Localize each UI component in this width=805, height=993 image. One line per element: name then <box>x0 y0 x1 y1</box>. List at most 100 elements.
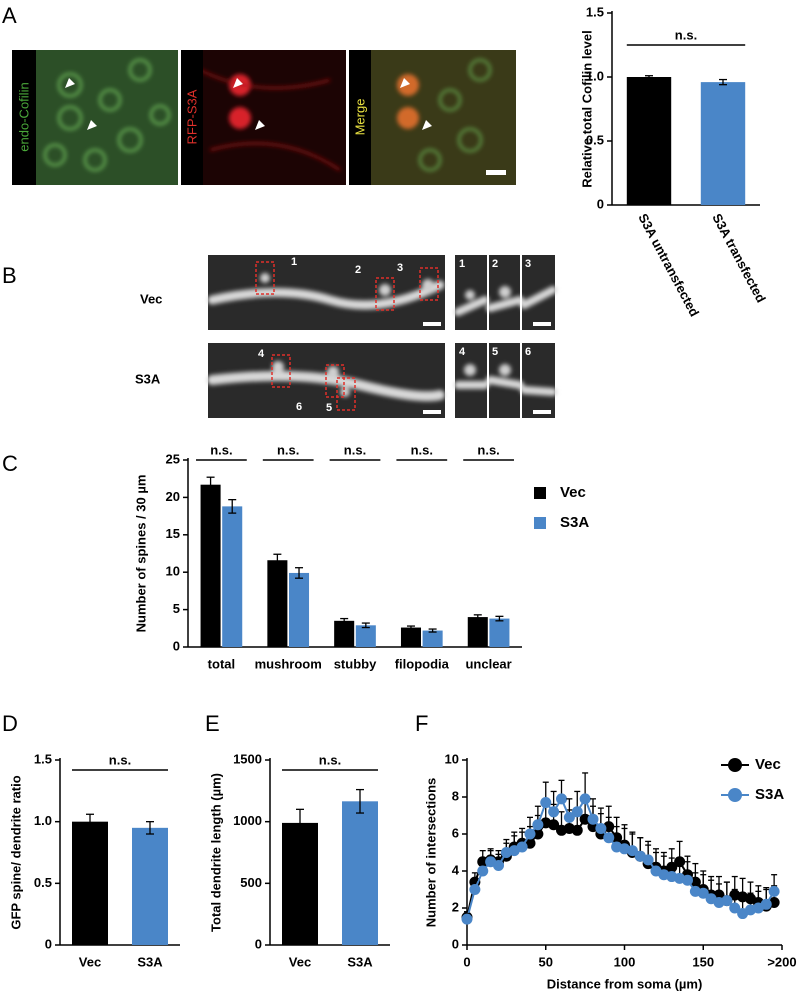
point <box>516 841 528 853</box>
y-tick-label: 1.5 <box>34 751 52 766</box>
x-tick-label: total <box>208 656 235 671</box>
y-tick-label: 1500 <box>233 751 262 766</box>
bar <box>334 620 355 647</box>
x-tick-label: 50 <box>539 954 553 969</box>
x-tick-label: 100 <box>614 954 636 969</box>
y-tick-label: 15 <box>166 526 180 541</box>
x-tick-label: 150 <box>692 954 714 969</box>
box-label: 5 <box>326 402 332 414</box>
bar <box>289 572 310 647</box>
annotation: n.s. <box>344 442 366 457</box>
y-tick-label: 0 <box>173 638 180 653</box>
y-tick-label: 1.0 <box>586 68 604 83</box>
x-tick-label: 0 <box>463 954 470 969</box>
point <box>540 797 552 809</box>
annotation: n.s. <box>319 752 341 767</box>
box-label: 4 <box>459 346 466 358</box>
point <box>603 832 615 844</box>
y-tick-label: 25 <box>166 451 180 466</box>
legend-label: Vec <box>560 484 586 501</box>
y-tick-label: 10 <box>445 751 459 766</box>
micrographs <box>12 50 557 418</box>
point <box>563 811 575 823</box>
y-axis-label: GFP spine/ dendrite ratio <box>8 775 23 929</box>
bar <box>342 801 378 945</box>
point <box>579 793 591 805</box>
y-tick-label: 0 <box>452 936 459 951</box>
point <box>768 885 780 897</box>
x-tick-label: S3A <box>137 954 163 969</box>
bar <box>267 560 288 647</box>
image-rfp-s3a <box>181 50 346 185</box>
panel-label: E <box>205 711 220 736</box>
x-tick-label: >200 <box>767 954 796 969</box>
y-axis-label: Total dendrite length (µm) <box>208 773 223 932</box>
box-label: 2 <box>355 264 361 276</box>
y-tick-label: 6 <box>452 825 459 840</box>
row-label: Vec <box>140 291 162 306</box>
legend-swatch <box>534 487 546 499</box>
bar <box>489 618 510 647</box>
x-tick-label: S3A untransfected <box>635 211 702 319</box>
annotation: n.s. <box>675 27 697 42</box>
point <box>595 822 607 834</box>
legend-marker <box>728 758 742 772</box>
bar <box>282 822 318 945</box>
point <box>579 813 591 825</box>
point <box>493 859 504 871</box>
image-endo-cofilin <box>12 50 178 185</box>
annotation: n.s. <box>210 442 232 457</box>
y-axis-label: Relative total Cofilin level <box>579 30 594 188</box>
y-axis-label: Number of spines / 30 µm <box>133 475 148 633</box>
y-tick-label: 1.5 <box>586 4 604 19</box>
bar <box>72 821 108 945</box>
legend-label: Vec <box>755 756 781 773</box>
y-tick-label: 8 <box>452 788 459 803</box>
point <box>721 895 733 907</box>
point <box>548 806 560 818</box>
bar <box>467 617 488 647</box>
annotation: n.s. <box>477 442 499 457</box>
y-tick-label: 5 <box>173 601 180 616</box>
box-label: 4 <box>258 348 265 360</box>
point <box>524 828 536 840</box>
point <box>587 813 599 825</box>
labels: A B C D E F endo-Cofilin RFP-S3A Merge V… <box>2 3 531 736</box>
box-label: 6 <box>525 346 531 358</box>
y-tick-label: 1.0 <box>34 813 52 828</box>
panel-label: C <box>2 451 18 476</box>
point <box>548 819 560 831</box>
y-tick-label: 4 <box>452 862 460 877</box>
x-axis-label: Distance from soma (µm) <box>547 976 703 991</box>
bar <box>222 506 243 647</box>
bar <box>132 827 168 945</box>
point <box>626 845 638 857</box>
y-tick-label: 1000 <box>233 813 262 828</box>
box-label: 1 <box>291 256 297 268</box>
box-label: 1 <box>459 258 465 270</box>
legend-label: S3A <box>755 786 784 803</box>
panel-label: D <box>2 711 18 736</box>
x-tick-label: mushroom <box>255 656 322 671</box>
y-tick-label: 20 <box>166 489 180 504</box>
bar <box>400 627 421 647</box>
x-tick-label: S3A <box>347 954 373 969</box>
box-label: 5 <box>492 346 498 358</box>
y-tick-label: 0.5 <box>586 132 604 147</box>
point <box>642 854 654 866</box>
image-label: RFP-S3A <box>184 89 199 144</box>
bar <box>700 82 746 205</box>
x-tick-label: Vec <box>289 954 311 969</box>
x-tick-label: S3A transfected <box>709 211 769 305</box>
legend-label: S3A <box>560 514 589 531</box>
point <box>477 865 489 877</box>
panel-label: B <box>2 263 17 288</box>
legend-marker <box>728 788 742 802</box>
point <box>682 874 693 886</box>
box-label: 3 <box>397 262 403 274</box>
x-tick-label: Vec <box>79 954 101 969</box>
panel-label: A <box>2 3 17 28</box>
point <box>532 819 544 831</box>
y-tick-label: 2 <box>452 899 459 914</box>
